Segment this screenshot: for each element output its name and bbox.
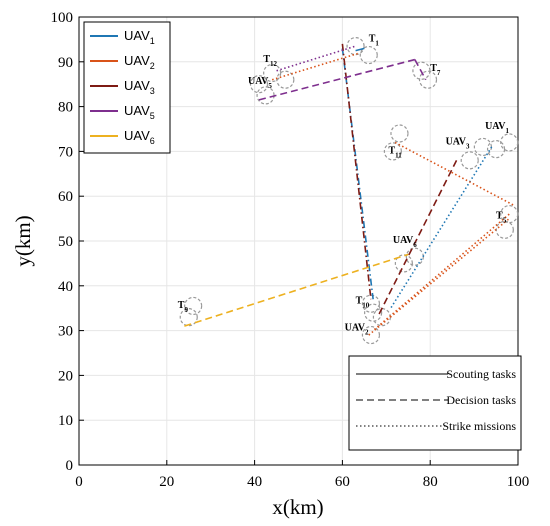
target-circle [383, 142, 402, 161]
y-tick-label: 60 [58, 189, 73, 205]
style-legend-entry: Decision tasks [446, 393, 516, 407]
legend-entry: UAV5 [124, 103, 155, 121]
target-circle [179, 308, 198, 327]
x-tick-label: 20 [159, 474, 174, 490]
uav-path [341, 48, 374, 300]
point-label: T11 [388, 146, 402, 160]
x-axis-label: x(km) [272, 495, 323, 519]
point-label: T5 [496, 211, 507, 225]
target-circle [390, 124, 409, 143]
target-circle [263, 63, 282, 83]
target-circle [361, 294, 381, 313]
point-label: T7 [430, 63, 441, 77]
uav-paths [184, 43, 514, 336]
legend-entry: UAV6 [124, 128, 155, 146]
target-circle [412, 61, 431, 80]
target-circle [418, 70, 438, 89]
axis-ticks: 0 20 40 60 80 100 0 10 20 30 40 50 60 70 80 90 100 [51, 10, 530, 490]
target-circle [184, 296, 203, 316]
uav-path [276, 45, 356, 72]
uav-path [271, 52, 361, 81]
point-label: T9 [178, 300, 189, 314]
y-tick-label: 0 [66, 458, 74, 474]
target-circle [460, 151, 479, 170]
target-circles [179, 37, 519, 345]
uav-path [355, 47, 365, 52]
legend: UAV1 UAV2 UAV3 UAV5 UAV6 [83, 21, 171, 154]
style-legend-box [348, 355, 522, 451]
x-tick-label: 0 [75, 474, 83, 490]
target-circle [500, 205, 519, 224]
y-tick-label: 30 [58, 324, 73, 340]
target-circle [359, 45, 378, 65]
target-circle [394, 254, 413, 273]
point-label: UAV3 [446, 137, 470, 151]
y-axis-label: y(km) [11, 215, 35, 266]
legend-entry: UAV3 [124, 78, 155, 96]
y-tick-label: 50 [58, 234, 73, 250]
style-legend-entry: Strike missions [442, 419, 516, 433]
point-label: UAV1 [485, 121, 509, 135]
x-tick-label: 80 [423, 474, 438, 490]
target-circle [486, 140, 506, 159]
uav-path [372, 213, 510, 332]
y-tick-label: 80 [58, 100, 73, 116]
point-label: UAV6 [393, 235, 417, 249]
legend-entry: UAV1 [124, 28, 155, 46]
uav-path [258, 58, 416, 101]
uav-path [390, 146, 493, 309]
y-tick-label: 90 [58, 55, 73, 71]
point-label: UAV5 [248, 76, 272, 90]
target-circle [249, 75, 269, 94]
style-legend: Scouting tasks Decision tasks Strike missi… [348, 355, 522, 451]
target-circle [361, 325, 381, 345]
x-tick-label: 40 [247, 474, 262, 490]
y-tick-label: 100 [51, 10, 74, 26]
point-label: T10 [356, 296, 370, 310]
target-circle [346, 37, 365, 56]
uav-path [368, 217, 510, 336]
style-legend-entry: Scouting tasks [446, 367, 516, 381]
y-tick-label: 70 [58, 144, 73, 160]
uav-path [341, 43, 372, 300]
target-circle [276, 70, 295, 89]
uav-path [376, 159, 458, 318]
target-circle [364, 303, 383, 322]
y-tick-label: 40 [58, 279, 73, 295]
x-tick-label: 100 [507, 474, 530, 490]
legend-box [83, 21, 171, 154]
annotations: T1 T12 UAV5 T7 UAV1 UAV3 T11 T5 UAV6 T10 T9 UAV2 [178, 34, 510, 337]
uav-path [414, 59, 427, 81]
uav-path [184, 253, 409, 327]
y-tick-label: 20 [58, 368, 73, 384]
legend-entry: UAV2 [124, 53, 155, 71]
point-label: T12 [263, 54, 277, 68]
point-label: UAV2 [345, 323, 369, 337]
point-label: T1 [369, 34, 380, 48]
target-circle [500, 133, 519, 152]
x-tick-label: 60 [335, 474, 350, 490]
y-tick-label: 10 [58, 413, 73, 429]
